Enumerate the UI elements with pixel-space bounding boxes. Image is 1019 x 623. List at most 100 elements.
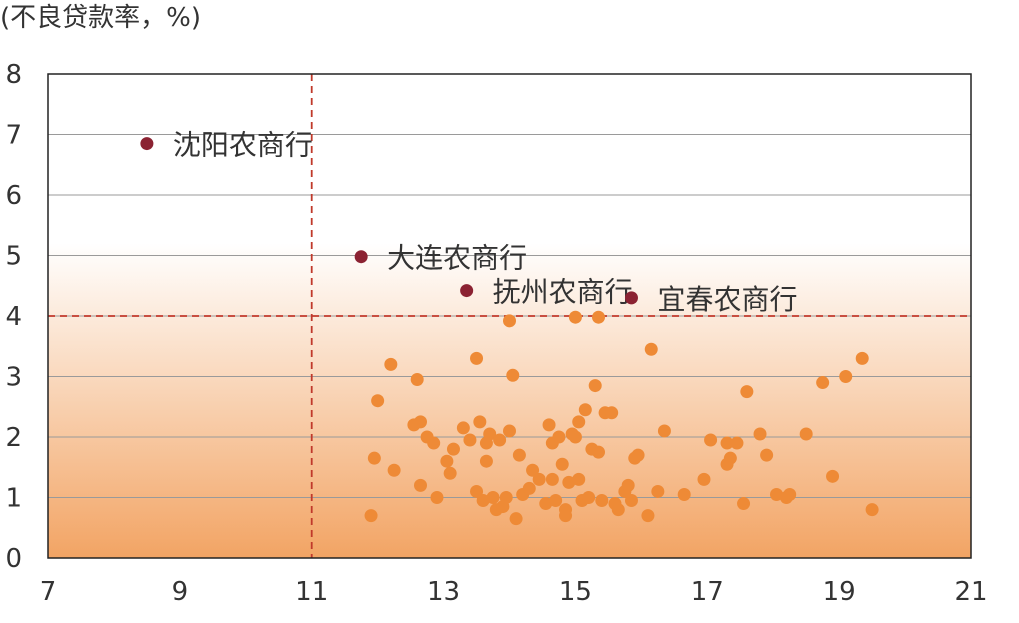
data-point [644,342,658,356]
y-tick-label: 7 [5,121,22,151]
data-point [526,463,540,477]
x-tick-label: 13 [427,577,460,607]
data-point [512,448,526,462]
data-point [592,445,606,459]
data-point [770,487,784,501]
data-point [456,421,470,435]
highlighted-point [624,291,638,305]
data-point [605,406,619,420]
data-point [413,478,427,492]
data-point [865,503,879,517]
data-point [839,370,853,383]
data-point [446,442,460,456]
data-point [499,491,513,504]
highlighted-point [460,284,474,298]
data-point [720,436,734,450]
data-point [611,503,625,517]
y-tick-label: 6 [5,181,22,211]
data-point [367,451,381,465]
data-point [753,427,767,441]
data-point [631,448,645,462]
data-point [384,357,398,371]
x-tick-label: 17 [691,577,724,607]
data-point [578,403,592,417]
y-tick-label: 3 [5,363,22,393]
data-point [470,351,484,365]
data-point [545,472,559,486]
data-point [704,433,718,447]
data-point [473,415,487,429]
data-point [737,497,751,511]
data-point [493,433,507,447]
x-tick-label: 9 [172,577,189,607]
data-point [582,491,596,504]
data-point [364,509,378,523]
data-point [427,436,441,450]
x-tick-label: 21 [954,577,987,607]
y-axis-label: (不良贷款率，%) [0,3,201,33]
data-point [555,457,569,471]
data-point [371,394,385,408]
data-point [522,481,536,495]
data-point [588,379,602,393]
plot-frame [47,73,972,559]
data-point [572,415,586,429]
data-points [364,310,879,526]
data-point [483,427,497,441]
point-label: 沈阳农商行 [173,129,313,162]
data-point [476,494,490,508]
data-point [503,314,516,328]
y-tick-label: 4 [5,302,22,332]
data-point [783,487,797,501]
data-point [549,494,563,508]
data-point [657,424,671,438]
y-tick-label: 5 [5,242,22,272]
data-point [443,466,457,480]
data-point [486,491,500,504]
x-tick-label: 11 [295,577,328,607]
highlighted-point [140,137,154,151]
data-point [410,373,424,387]
data-point [463,433,477,447]
x-tick-label: 7 [40,577,57,607]
data-point [539,497,553,511]
data-point [624,494,638,508]
data-point [568,430,582,444]
data-point [799,427,813,441]
highlighted-point [354,250,368,264]
x-tick-label: 19 [823,577,856,607]
data-point [697,472,711,486]
data-point [730,436,744,450]
point-label: 宜春农商行 [657,283,797,316]
data-point [641,509,655,523]
data-point [651,484,665,498]
data-point [677,487,691,501]
data-point [470,484,484,498]
data-point [440,454,454,468]
data-point [855,351,869,365]
data-point [562,475,576,489]
data-point [430,491,444,504]
data-point [559,509,573,523]
y-tick-label: 2 [5,423,22,453]
data-point [816,376,830,390]
data-point [568,310,582,324]
y-tick-label: 8 [5,60,22,90]
data-point [506,368,520,382]
data-point [532,472,546,486]
data-point [509,512,523,526]
data-point [740,385,754,399]
data-point [826,469,840,483]
point-label: 抚州农商行 [493,276,633,309]
data-point [592,310,606,324]
data-point [542,418,556,432]
data-point [413,415,427,429]
x-tick-label: 15 [559,577,592,607]
point-label: 大连农商行 [387,242,527,275]
data-point [621,478,635,492]
data-point [503,424,516,438]
y-tick-label: 1 [5,484,22,514]
